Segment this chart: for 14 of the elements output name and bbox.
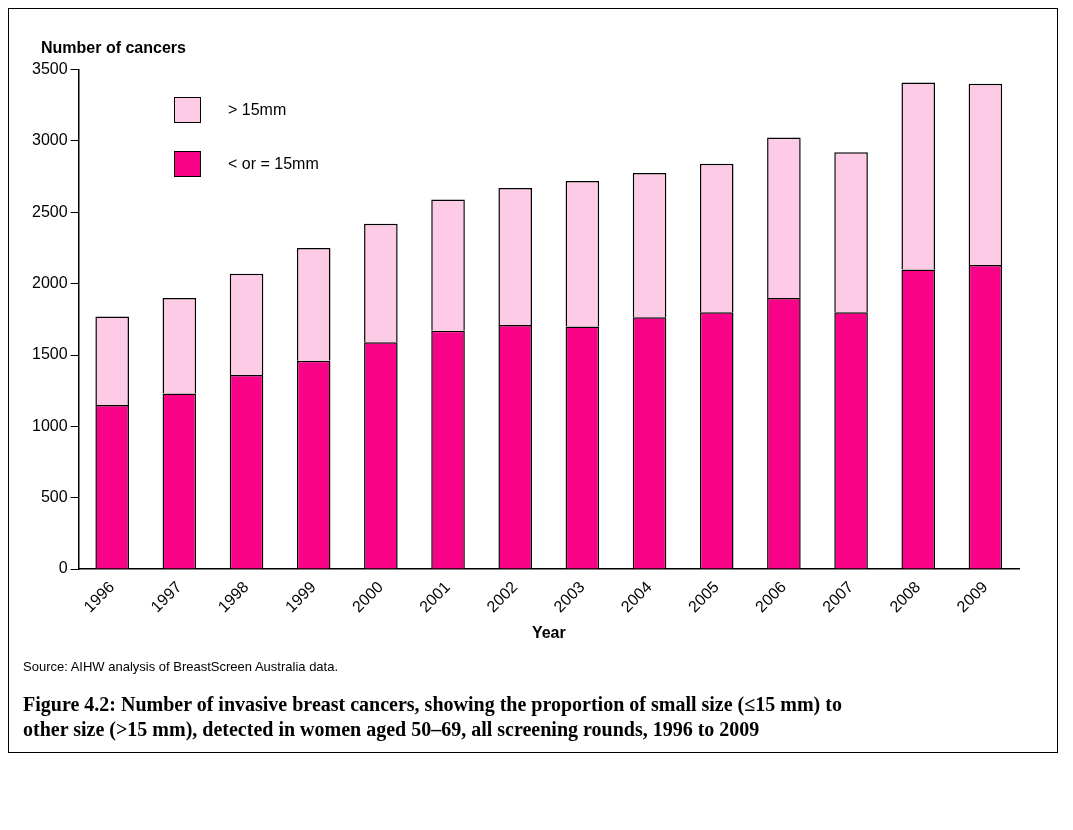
y-tick-label: 3000: [32, 131, 68, 149]
y-tick-label: 1500: [32, 345, 68, 363]
x-axis-title: Year: [531, 623, 566, 641]
y-tick-label: 0: [58, 559, 68, 577]
legend-label: < or = 15mm: [228, 155, 319, 173]
y-tick-label: 2500: [32, 202, 68, 220]
y-tick-label: 1000: [32, 416, 68, 434]
y-tick-label: 2000: [32, 274, 68, 292]
y-axis-title: Number of cancers: [41, 39, 187, 57]
legend-label: > 15mm: [228, 101, 287, 119]
y-tick-label: 500: [40, 488, 68, 506]
y-tick-label: 3500: [32, 60, 68, 78]
text: Figure 4.2: Number of invasive breast cancers, showing the proportion of small size (≤15 mm) to other size (>15 mm), detected in women aged 50–69, all screening rounds, 1996 to 2009: [23, 692, 843, 742]
source-note: Source: AIHW analysis of BreastScreen Australia data.: [23, 659, 340, 674]
